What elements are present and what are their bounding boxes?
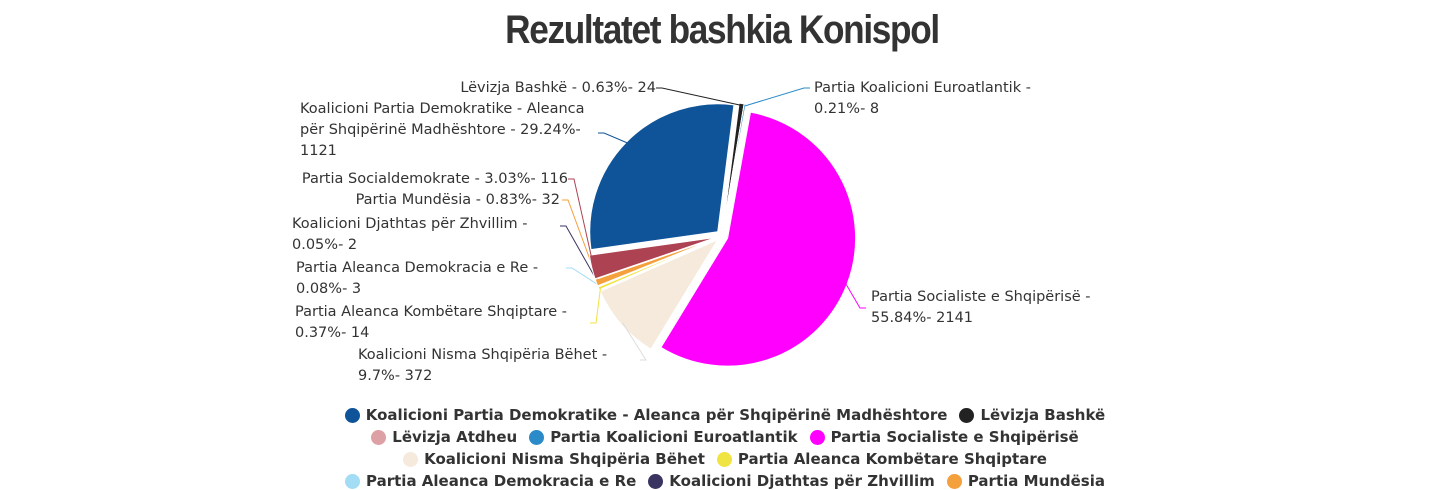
legend-label: Koalicioni Partia Demokratike - Aleanca … (365, 406, 948, 424)
data-label: Lëvizja Bashkë - 0.63%- 24 (460, 80, 656, 96)
legend-item: Partia Mundësia (946, 470, 1105, 490)
legend-label: Partia Aleanca Demokracia e Re (366, 472, 637, 490)
legend-item: Lëvizja Bashkë (959, 404, 1105, 426)
legend-item: Koalicioni Nisma Shqipëria Bëhet (403, 448, 705, 470)
legend-item: Partia Koalicioni Euroatlantik (529, 426, 798, 448)
data-label: Partia Aleanca Kombëtare Shqiptare - 0.3… (295, 304, 568, 341)
leader-line (560, 225, 601, 286)
data-label: Partia Socialdemokrate - 3.03%- 116 (301, 171, 568, 187)
legend-item: Partia Aleanca Kombëtare Shqiptare (716, 448, 1047, 470)
data-label: Koalicioni Partia Demokratike - Aleanca … (300, 101, 585, 159)
leader-line (598, 132, 629, 144)
data-label: Koalicioni Nisma Shqipëria Bëhet - 9.7%-… (358, 347, 608, 384)
legend-label: Koalicioni Djathtas për Zhvillim (669, 472, 935, 490)
legend-marker (345, 473, 361, 489)
leader-line (744, 87, 810, 107)
data-label: Partia Koalicioni Euroatlantik - 0.21%- … (814, 80, 1031, 117)
legend-item: Lëvizja Atdheu (371, 426, 517, 448)
legend-item: Koalicioni Djathtas për Zhvillim (648, 470, 935, 490)
pie-slice (588, 236, 717, 280)
data-label: Partia Aleanca Demokracia e Re - 0.08%- … (296, 260, 539, 297)
leader-line (568, 178, 595, 267)
legend-marker (403, 451, 419, 467)
legend-label: Partia Aleanca Kombëtare Shqiptare (737, 450, 1047, 468)
legend-marker (946, 473, 962, 489)
legend-item: Koalicioni Partia Demokratike - Aleanca … (344, 404, 948, 426)
data-label: Partia Socialiste e Shqipërisë - 55.84%-… (871, 289, 1091, 326)
pie-slice (589, 103, 735, 251)
legend-item: Partia Socialiste e Shqipërisë (809, 426, 1079, 448)
legend-label: Koalicioni Nisma Shqipëria Bëhet (424, 450, 705, 468)
leader-line (566, 267, 601, 287)
leader-line (844, 282, 866, 309)
data-label: Koalicioni Djathtas për Zhvillim - 0.05%… (292, 216, 528, 253)
legend-label: Partia Mundësia (967, 472, 1105, 490)
legend-label: Partia Socialiste e Shqipërisë (830, 428, 1079, 446)
legend-marker (344, 407, 360, 423)
pie-slice (594, 237, 717, 287)
pie-slice (722, 103, 747, 231)
chart-title: Rezultatet bashkia Konispol (505, 8, 940, 52)
pie-slice (599, 238, 719, 350)
legend: Koalicioni Partia Demokratike - Aleanca … (330, 404, 1120, 490)
legend-label: Partia Koalicioni Euroatlantik (550, 428, 798, 446)
legend-marker (371, 429, 387, 445)
legend-label: Lëvizja Bashkë (980, 406, 1106, 424)
legend-marker (716, 451, 732, 467)
pie-slice (660, 111, 857, 367)
legend-item: Partia Aleanca Demokracia e Re (345, 470, 636, 490)
legend-label: Lëvizja Atdheu (392, 428, 518, 446)
legend-marker (529, 429, 545, 445)
legend-marker (959, 407, 975, 423)
legend-marker (809, 429, 825, 445)
leader-line (622, 322, 647, 361)
legend-marker (648, 473, 664, 489)
data-label: Partia Mundësia - 0.83%- 32 (355, 192, 560, 208)
leader-line (562, 199, 599, 283)
leader-line (656, 87, 742, 106)
leader-line (590, 287, 602, 324)
